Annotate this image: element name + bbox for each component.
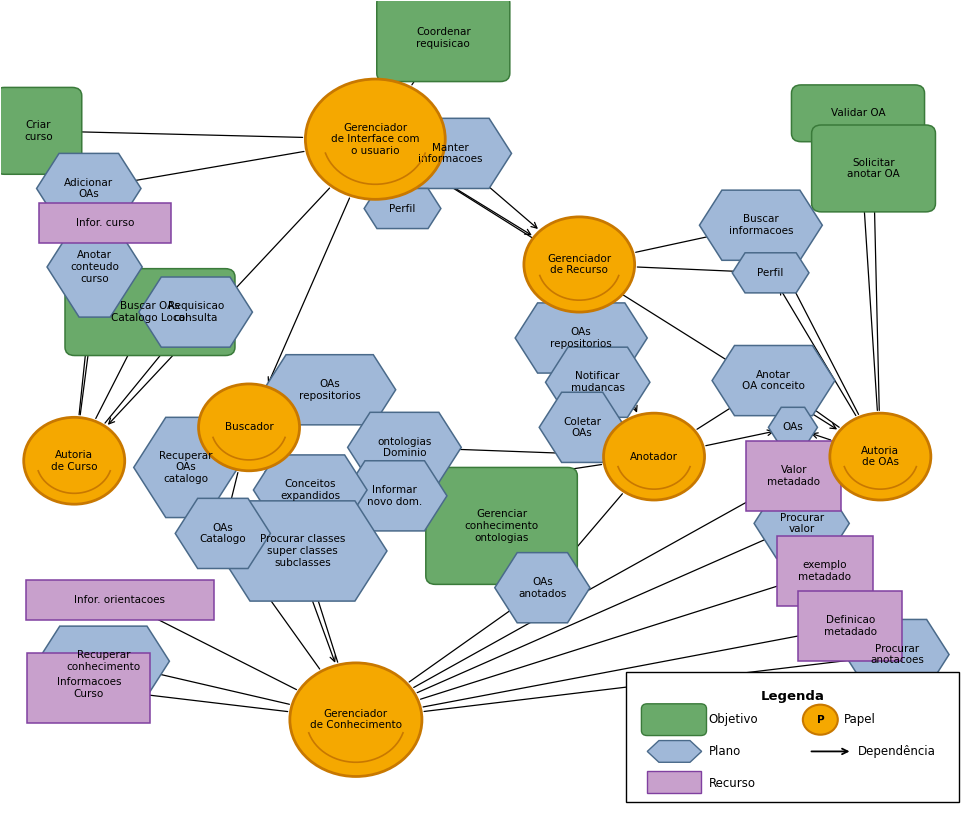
Polygon shape [844, 619, 949, 690]
Text: Conceitos
expandidos: Conceitos expandidos [281, 479, 340, 501]
Bar [39, 203, 171, 243]
Polygon shape [47, 217, 142, 317]
Text: OAs: OAs [782, 422, 804, 432]
Text: OAs
repositorios: OAs repositorios [550, 327, 612, 349]
Circle shape [524, 217, 635, 312]
Text: Recuperar
OAs
catalogo: Recuperar OAs catalogo [159, 451, 212, 484]
Text: Adicionar
OAs: Adicionar OAs [64, 178, 113, 199]
Text: Validar OA: Validar OA [831, 108, 885, 118]
Text: Anotar
OA conceito: Anotar OA conceito [742, 370, 805, 391]
FancyBboxPatch shape [65, 269, 235, 355]
Text: Buscador: Buscador [225, 422, 274, 432]
FancyBboxPatch shape [642, 704, 706, 736]
Text: exemplo
metadado: exemplo metadado [799, 561, 851, 582]
FancyBboxPatch shape [811, 125, 935, 212]
Text: Gerenciador
de Recurso: Gerenciador de Recurso [547, 254, 612, 276]
Bar [777, 536, 873, 606]
Polygon shape [37, 153, 141, 224]
FancyBboxPatch shape [377, 0, 509, 81]
Polygon shape [732, 253, 809, 293]
Text: Informacoes
Curso: Informacoes Curso [56, 677, 121, 699]
Circle shape [604, 413, 704, 500]
Polygon shape [545, 347, 650, 417]
Polygon shape [37, 626, 169, 696]
Polygon shape [139, 277, 252, 347]
Text: OAs
anotados: OAs anotados [518, 577, 567, 598]
Text: Plano: Plano [708, 745, 740, 758]
Text: Solicitar
anotar OA: Solicitar anotar OA [847, 158, 900, 179]
Polygon shape [648, 741, 701, 763]
Text: Perfil: Perfil [390, 204, 416, 214]
Polygon shape [348, 412, 462, 483]
Polygon shape [712, 345, 835, 416]
Polygon shape [218, 501, 387, 601]
Bar [26, 580, 213, 620]
Polygon shape [540, 392, 625, 463]
Text: Gerenciador
de Conhecimento: Gerenciador de Conhecimento [310, 709, 402, 731]
Text: Coletar
OAs: Coletar OAs [563, 416, 601, 438]
Circle shape [199, 384, 300, 471]
Text: Valor
metadado: Valor metadado [768, 465, 820, 487]
Text: Buscar OAs
Catalogo Local: Buscar OAs Catalogo Local [111, 302, 189, 323]
FancyBboxPatch shape [426, 468, 578, 584]
Text: Requisicao
consulta: Requisicao consulta [168, 302, 224, 323]
Polygon shape [768, 407, 817, 447]
Text: Recurso: Recurso [708, 777, 756, 789]
Text: Informar
novo dom.: Informar novo dom. [367, 485, 423, 507]
Text: Recuperar
conhecimento: Recuperar conhecimento [66, 650, 140, 672]
Circle shape [23, 417, 125, 504]
Text: Legenda: Legenda [761, 691, 824, 703]
Bar [648, 772, 700, 794]
Text: Gerenciar
conhecimento
ontologias: Gerenciar conhecimento ontologias [465, 510, 539, 542]
Text: Anotar
conteudo
curso: Anotar conteudo curso [70, 251, 119, 283]
Text: Dependência: Dependência [858, 745, 936, 758]
Text: Buscar
informacoes: Buscar informacoes [729, 215, 793, 236]
Polygon shape [699, 190, 822, 261]
Text: Perfil: Perfil [758, 268, 784, 278]
Bar [746, 441, 842, 511]
Text: Anotador: Anotador [630, 452, 678, 462]
Text: ontologias
Dominio: ontologias Dominio [377, 437, 431, 458]
Bar [27, 653, 150, 723]
Text: OAs
repositorios: OAs repositorios [299, 379, 360, 401]
Text: Procurar
anotacoes: Procurar anotacoes [870, 644, 923, 665]
Text: OAs
Catalogo: OAs Catalogo [200, 523, 246, 544]
Polygon shape [175, 499, 271, 568]
Text: Papel: Papel [843, 713, 876, 727]
Text: Gerenciador
de Interface com
o usuario: Gerenciador de Interface com o usuario [331, 122, 420, 156]
Text: Procurar
valor: Procurar valor [779, 513, 824, 534]
Text: Autoria
de Curso: Autoria de Curso [51, 450, 97, 472]
Text: Autoria
de OAs: Autoria de OAs [861, 446, 899, 468]
Polygon shape [253, 455, 367, 525]
Bar [798, 591, 903, 661]
FancyBboxPatch shape [792, 85, 924, 142]
Text: Notificar
mudancas: Notificar mudancas [571, 371, 624, 393]
Circle shape [306, 79, 445, 199]
Circle shape [290, 663, 422, 777]
Polygon shape [343, 461, 447, 531]
Text: P: P [816, 715, 824, 725]
FancyBboxPatch shape [0, 87, 82, 174]
Polygon shape [515, 303, 648, 373]
FancyBboxPatch shape [626, 672, 959, 802]
Polygon shape [495, 552, 590, 623]
Polygon shape [754, 489, 849, 558]
Text: Manter
informacoes: Manter informacoes [418, 142, 482, 164]
Text: Objetivo: Objetivo [708, 713, 758, 727]
Polygon shape [389, 118, 511, 189]
Polygon shape [264, 354, 395, 425]
Text: Infor. curso: Infor. curso [76, 218, 134, 228]
Circle shape [803, 705, 838, 735]
Polygon shape [364, 189, 441, 229]
Circle shape [830, 413, 931, 500]
Text: Criar
curso: Criar curso [24, 120, 53, 142]
Text: Coordenar
requisicao: Coordenar requisicao [416, 28, 470, 49]
Text: Procurar classes
super classes
subclasses: Procurar classes super classes subclasse… [260, 535, 345, 567]
Text: Definicao
metadado: Definicao metadado [824, 615, 877, 637]
Text: Infor. orientacoes: Infor. orientacoes [74, 595, 166, 605]
Polygon shape [133, 417, 238, 518]
